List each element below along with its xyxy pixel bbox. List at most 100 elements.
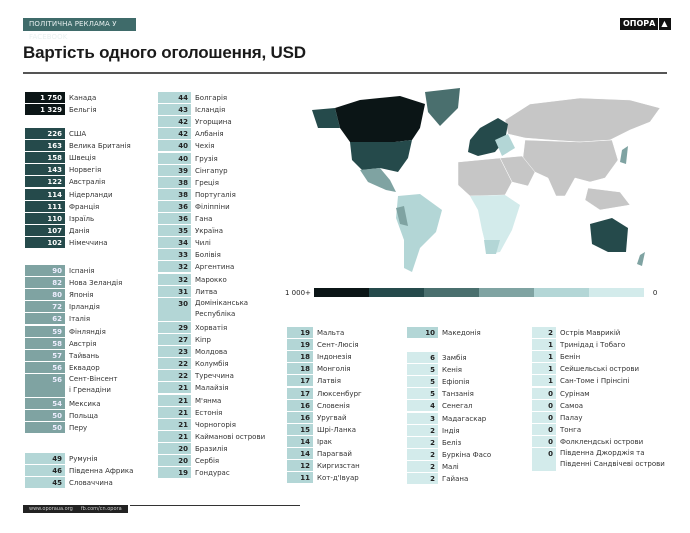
country-name: Болівія xyxy=(195,251,221,260)
country-name: Словаччина xyxy=(69,479,113,488)
value-cell: 17 xyxy=(287,375,313,388)
country-name: Канада xyxy=(69,94,97,102)
value-cell: 14 xyxy=(287,435,313,448)
country-name: Гондурас xyxy=(195,469,230,478)
map-peru xyxy=(396,206,408,226)
country-name: Франція xyxy=(69,202,100,211)
country-name: Самоа xyxy=(560,401,584,410)
value-cell: 22 xyxy=(158,358,191,371)
country-name: Ізраїль xyxy=(69,214,95,223)
section-tag: ПОЛІТИЧНА РЕКЛАМА У FACEBOOK xyxy=(23,18,136,41)
country-name: Уругвай xyxy=(317,413,347,422)
value-cell: 0 xyxy=(532,448,556,472)
country-name: Латвія xyxy=(317,377,341,386)
value-cell: 21 xyxy=(158,430,191,443)
value-cell: 114 xyxy=(25,188,65,201)
value-cell: 20 xyxy=(158,455,191,467)
value-cell: 0 xyxy=(532,387,556,400)
map-africa xyxy=(470,195,520,254)
country-name: Сент-Люсія xyxy=(317,341,359,350)
country-name: Киргизстан xyxy=(317,462,360,471)
country-name: США xyxy=(69,130,87,138)
country-name: Парагвай xyxy=(317,450,352,458)
value-cell: 72 xyxy=(25,301,65,314)
value-cell: 1 xyxy=(532,363,556,376)
map-usa xyxy=(312,108,412,172)
value-cell: 1 329 xyxy=(25,104,65,117)
value-cell: 12 xyxy=(287,460,313,473)
country-name: Кіпр xyxy=(195,336,211,344)
country-name: Нова Зеландія xyxy=(69,279,123,288)
country-name: Болгарія xyxy=(195,94,228,102)
legend-swatch xyxy=(313,288,369,297)
country-name: Замбія xyxy=(442,354,467,362)
value-cell: 5 xyxy=(407,364,438,377)
footer-fb[interactable]: fb.com/cn.opora xyxy=(80,506,122,512)
country-name: Норвегія xyxy=(69,166,102,175)
country-name: Кот-д'Івуар xyxy=(317,474,359,483)
value-cell: 2 xyxy=(407,473,438,485)
country-name: Еквадор xyxy=(69,363,100,372)
value-cell: 57 xyxy=(25,349,65,362)
footer-site[interactable]: www.oporaua.org xyxy=(29,506,73,512)
country-name: Сербія xyxy=(195,457,220,465)
logo-text: ОПОРА xyxy=(623,19,656,28)
country-name: Фолклендські острови xyxy=(560,437,644,446)
value-cell: 33 xyxy=(158,249,191,262)
value-cell: 21 xyxy=(158,406,191,419)
value-cell: 19 xyxy=(287,339,313,352)
country-name: Тонга xyxy=(560,425,582,434)
country-name: Танзанія xyxy=(442,390,474,399)
logo-triangle-icon: ▲ xyxy=(658,18,668,30)
value-cell: 2 xyxy=(532,327,556,339)
legend-scale xyxy=(313,288,644,297)
country-name: Туреччина xyxy=(195,372,234,381)
map-greenland xyxy=(425,88,460,126)
country-name: Чорногорія xyxy=(195,420,236,429)
value-cell: 38 xyxy=(158,188,191,201)
country-name: Буркіна Фасо xyxy=(442,450,492,459)
value-cell: 0 xyxy=(532,435,556,448)
country-name: Італія xyxy=(69,315,91,324)
country-name: Колумбія xyxy=(195,360,229,369)
value-cell: 82 xyxy=(25,277,65,290)
value-cell: 32 xyxy=(158,273,191,286)
country-name: Швеція xyxy=(69,154,96,163)
world-map xyxy=(312,88,661,272)
country-name: Румунія xyxy=(69,455,98,463)
country-name: Фінляндія xyxy=(69,327,106,336)
value-cell: 30 xyxy=(158,297,191,322)
page-title: Вартість одного оголошення, USD xyxy=(23,43,306,62)
value-cell: 49 xyxy=(25,453,65,465)
value-cell: 5 xyxy=(407,376,438,389)
country-name: Словенія xyxy=(317,401,350,410)
country-name: Ефіопія xyxy=(442,378,470,387)
map-south-africa xyxy=(484,240,500,254)
country-name: Мальта xyxy=(317,329,345,337)
value-cell: 6 xyxy=(407,352,438,364)
country-name: Люксенбург xyxy=(317,389,362,398)
legend-swatch xyxy=(533,288,589,297)
country-name: Марокко xyxy=(195,275,227,284)
country-name: Албанія xyxy=(195,130,224,139)
map-canada xyxy=(335,96,425,142)
country-name: Мексика xyxy=(69,400,101,409)
country-name: Монголія xyxy=(317,365,351,374)
country-name: Малі xyxy=(442,462,459,471)
country-name: Велика Британія xyxy=(69,142,131,151)
value-cell: 20 xyxy=(158,442,191,455)
value-cell: 5 xyxy=(407,388,438,401)
value-cell: 21 xyxy=(158,382,191,395)
country-name: Малайзія xyxy=(195,384,229,393)
map-russia xyxy=(504,97,661,143)
value-cell: 43 xyxy=(158,104,191,117)
country-name: Хорватія xyxy=(195,323,228,332)
value-cell: 59 xyxy=(25,325,65,338)
country-name: Австрія xyxy=(69,339,97,348)
value-cell: 15 xyxy=(287,423,313,436)
value-cell: 39 xyxy=(158,164,191,177)
country-name: Сан-Томе і Прінсіпі xyxy=(560,377,630,386)
value-cell: 16 xyxy=(287,411,313,424)
country-name: Португалія xyxy=(195,190,236,199)
country-name: Бразилія xyxy=(195,444,228,453)
